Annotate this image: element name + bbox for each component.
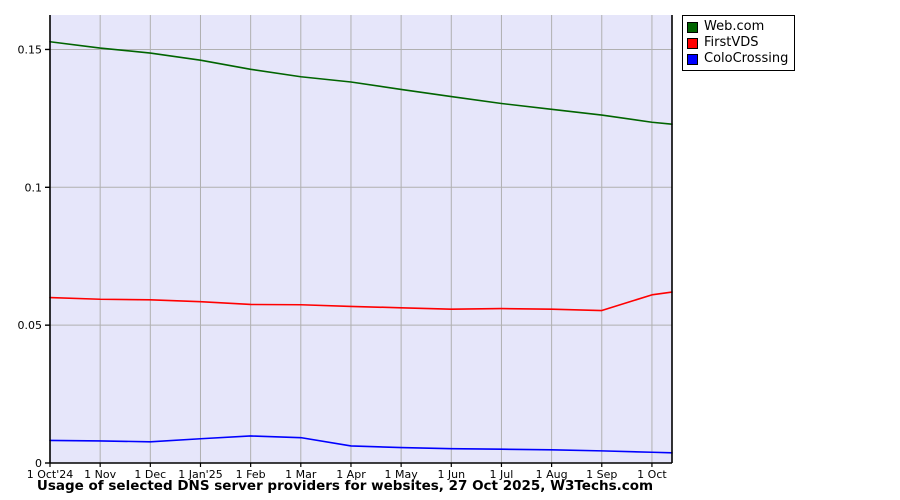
legend-label-colocrossing: ColoCrossing xyxy=(704,51,789,66)
series-line-colocrossing xyxy=(49,435,673,454)
x-tick-label: 1 Oct'24 xyxy=(27,468,74,481)
legend-item-web-com: Web.com xyxy=(687,19,788,35)
legend-swatch-colocrossing xyxy=(687,53,698,65)
x-tick-label: 1 Jun xyxy=(437,468,465,481)
x-tick-label: 1 Dec xyxy=(134,468,166,481)
chart-caption: Usage of selected DNS server providers f… xyxy=(36,478,654,494)
x-tick-label: 1 Apr xyxy=(336,468,366,481)
y-tick-label: 0.15 xyxy=(18,43,43,56)
x-tick-label: 1 Oct xyxy=(637,468,667,481)
series-line-web-com xyxy=(49,40,673,125)
plot-background xyxy=(50,15,672,463)
legend-swatch-firstvds xyxy=(687,37,698,49)
series-line-firstvds xyxy=(49,291,673,312)
x-tick-label: 1 Jan'25 xyxy=(178,468,222,481)
y-tick-label: 0.1 xyxy=(25,181,43,194)
legend-item-firstvds: FirstVDS xyxy=(687,35,788,51)
legend-label-firstvds: FirstVDS xyxy=(704,35,759,50)
x-tick-label: 1 Sep xyxy=(586,468,617,481)
chart-legend: Web.com FirstVDS ColoCrossing xyxy=(682,15,796,71)
x-tick-label: 1 Aug xyxy=(536,468,568,481)
y-tick-label: 0.05 xyxy=(18,319,43,332)
legend-label-web-com: Web.com xyxy=(704,19,765,34)
x-tick-label: 1 Nov xyxy=(84,468,116,481)
legend-item-colocrossing: ColoCrossing xyxy=(687,51,788,67)
x-tick-label: 1 Mar xyxy=(285,468,317,481)
x-tick-label: 1 May xyxy=(385,468,419,481)
y-tick-label: 0 xyxy=(35,457,42,470)
x-tick-label: 1 Feb xyxy=(236,468,266,481)
x-tick-label: 1 Jul xyxy=(490,468,514,481)
legend-swatch-web-com xyxy=(687,21,698,33)
